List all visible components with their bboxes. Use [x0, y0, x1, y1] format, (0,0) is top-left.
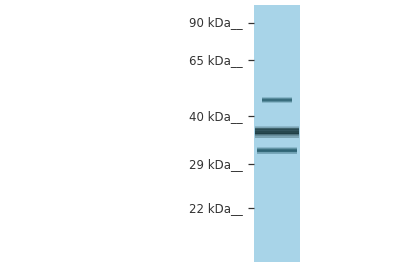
Bar [262, 97, 292, 98]
Bar [262, 99, 292, 100]
Bar [257, 149, 297, 150]
Bar [255, 134, 299, 135]
Bar [255, 130, 299, 131]
Bar [254, 5, 300, 262]
Bar [262, 102, 292, 103]
Bar [255, 134, 299, 135]
Bar [255, 126, 299, 127]
Bar [257, 150, 297, 151]
Bar [255, 133, 299, 134]
Bar [257, 153, 297, 154]
Bar [257, 153, 297, 154]
Bar [255, 127, 299, 128]
Bar [262, 100, 292, 101]
Bar [257, 151, 297, 152]
Text: 22 kDa__: 22 kDa__ [189, 202, 243, 215]
Bar [255, 129, 299, 130]
Text: 90 kDa__: 90 kDa__ [189, 16, 243, 29]
Bar [262, 101, 292, 102]
Bar [257, 147, 297, 148]
Bar [255, 131, 299, 132]
Text: 29 kDa__: 29 kDa__ [189, 158, 243, 171]
Bar [262, 98, 292, 99]
Bar [255, 136, 299, 137]
Bar [255, 132, 299, 133]
Bar [255, 128, 299, 129]
Bar [255, 137, 299, 138]
Bar [255, 130, 299, 131]
Bar [257, 151, 297, 152]
Bar [257, 152, 297, 153]
Bar [255, 132, 299, 133]
Bar [262, 99, 292, 100]
Bar [257, 152, 297, 153]
Bar [255, 126, 299, 127]
Text: 65 kDa__: 65 kDa__ [189, 54, 243, 66]
Bar [262, 98, 292, 99]
Bar [255, 135, 299, 136]
Bar [257, 148, 297, 149]
Bar [257, 149, 297, 150]
Bar [262, 101, 292, 102]
Bar [262, 100, 292, 101]
Text: 40 kDa__: 40 kDa__ [189, 110, 243, 123]
Bar [255, 128, 299, 129]
Bar [255, 136, 299, 137]
